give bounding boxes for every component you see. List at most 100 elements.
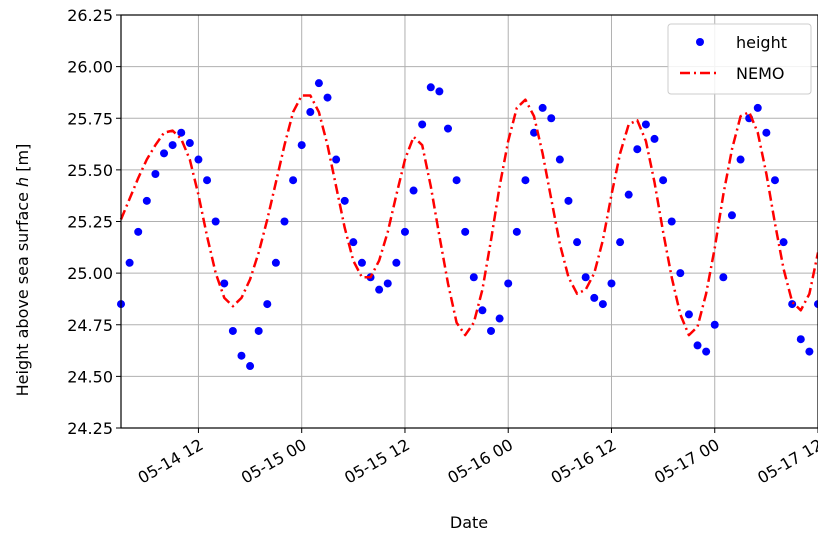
y-tick-label: 26.25 — [67, 6, 113, 25]
height-point — [633, 145, 642, 154]
height-point — [555, 155, 564, 164]
height-point — [289, 176, 298, 185]
height-point — [306, 108, 315, 117]
y-axis-ticks: 24.25 24.50 24.75 25.00 25.25 25.50 25.75 26.00… — [67, 6, 121, 438]
height-point — [409, 186, 418, 195]
height-point — [779, 238, 788, 247]
height-point — [469, 273, 478, 282]
height-point — [461, 227, 470, 236]
height-point — [194, 155, 203, 164]
height-point — [805, 347, 814, 356]
height-point — [710, 320, 719, 329]
height-point — [297, 141, 306, 150]
height-point — [375, 285, 384, 294]
y-axis-label: Height above sea surface h [m] — [13, 144, 32, 397]
height-point — [530, 128, 539, 137]
x-tick-label: 05-17 00 — [651, 435, 723, 487]
y-tick-label: 25.75 — [67, 109, 113, 128]
height-point — [702, 347, 711, 356]
height-point — [349, 238, 358, 247]
height-point — [332, 155, 341, 164]
height-point — [659, 176, 668, 185]
height-point — [684, 310, 693, 319]
height-point — [383, 279, 392, 288]
y-tick-label: 25.00 — [67, 264, 113, 283]
x-tick-label: 05-14 12 — [135, 435, 207, 487]
height-point — [607, 279, 616, 288]
height-point — [796, 335, 805, 344]
height-point — [616, 238, 625, 247]
height-point — [736, 155, 745, 164]
x-tick-label: 05-17 12 — [754, 435, 818, 487]
height-point — [538, 103, 547, 112]
height-point — [598, 300, 607, 309]
x-tick-label: 05-16 12 — [548, 435, 620, 487]
height-point — [719, 273, 728, 282]
height-point — [504, 279, 513, 288]
height-point — [495, 314, 504, 323]
y-tick-label: 24.75 — [67, 316, 113, 335]
height-point — [323, 93, 332, 102]
plot-series — [117, 79, 818, 371]
height-point — [400, 227, 409, 236]
y-tick-label: 24.25 — [67, 419, 113, 438]
legend: height NEMO — [667, 23, 812, 95]
height-point — [271, 258, 280, 267]
height-point — [177, 128, 186, 137]
legend-label-height: height — [736, 33, 787, 52]
height-point — [160, 149, 169, 158]
height-point — [228, 326, 237, 335]
height-point — [762, 128, 771, 137]
height-point — [487, 326, 496, 335]
height-point — [263, 300, 272, 309]
height-point — [392, 258, 401, 267]
height-point — [667, 217, 676, 226]
height-point — [357, 258, 366, 267]
y-tick-label: 25.50 — [67, 161, 113, 180]
height-point — [185, 139, 194, 148]
height-point — [547, 114, 556, 123]
height-point — [125, 258, 134, 267]
x-tick-label: 05-15 12 — [341, 435, 413, 487]
y-tick-label: 26.00 — [67, 58, 113, 77]
height-point — [478, 306, 487, 315]
height-point — [168, 141, 177, 150]
height-point — [641, 120, 650, 129]
y-axis-label-unit: [m] — [13, 144, 32, 177]
height-point — [134, 227, 143, 236]
y-tick-label: 25.25 — [67, 213, 113, 232]
height-point — [220, 279, 229, 288]
height-point — [573, 238, 582, 247]
legend-marker-height — [696, 38, 704, 46]
height-point — [788, 300, 797, 309]
height-point — [443, 124, 452, 133]
height-point — [426, 83, 435, 92]
height-point — [203, 176, 212, 185]
nemo-line — [119, 94, 818, 337]
height-point — [753, 103, 762, 112]
height-point — [564, 196, 573, 205]
height-point — [314, 79, 323, 88]
height-point — [246, 362, 255, 371]
y-tick-label: 24.50 — [67, 367, 113, 386]
height-point — [650, 134, 659, 143]
height-point — [452, 176, 461, 185]
height-point — [151, 170, 160, 179]
height-point — [581, 273, 590, 282]
height-point — [340, 196, 349, 205]
height-point — [624, 190, 633, 199]
height-point — [142, 196, 151, 205]
legend-label-nemo: NEMO — [736, 64, 784, 83]
x-tick-label: 05-16 00 — [444, 435, 516, 487]
height-point — [237, 351, 246, 360]
height-point — [418, 120, 427, 129]
y-axis-label-var: h — [13, 177, 32, 187]
height-point — [727, 211, 736, 220]
height-point — [676, 269, 685, 278]
x-axis-ticks: 05-14 12 05-15 00 05-15 12 05-16 00 05-16 12… — [135, 428, 818, 487]
height-point — [512, 227, 521, 236]
height-point — [435, 87, 444, 96]
height-point — [280, 217, 289, 226]
height-point — [521, 176, 530, 185]
